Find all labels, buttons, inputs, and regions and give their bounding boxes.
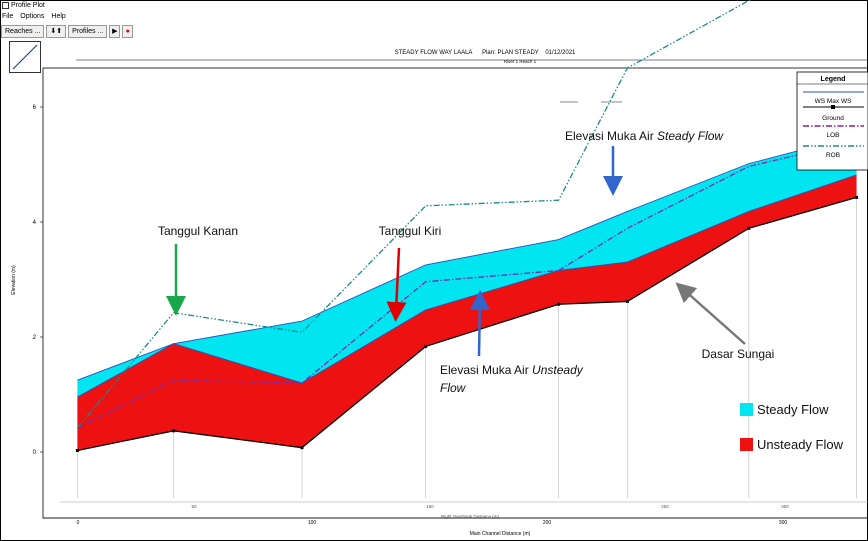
- tanggul-kanan-label: Tanggul Kanan: [158, 224, 238, 238]
- steady-ws-line: [77, 135, 857, 381]
- ground-point: [75, 449, 79, 452]
- ground-point: [557, 302, 561, 306]
- reach-label: River 1 Reach 1: [504, 59, 537, 64]
- app-icon: [2, 1, 9, 9]
- ground-point: [747, 226, 751, 230]
- window-titlebar: Profile Plot: [2, 1, 45, 11]
- unsteady-key-label: Unsteady Flow: [757, 437, 844, 452]
- unsteady-ws-label-text: Elevasi Muka Air: [440, 363, 532, 377]
- y-tick-label: 6: [33, 105, 37, 111]
- unsteady-ws-arrow: [469, 290, 490, 357]
- x-tick-label: 100: [308, 520, 317, 526]
- menu-file[interactable]: File: [2, 13, 14, 20]
- ground-point: [424, 344, 428, 348]
- y-tick-label: 2: [33, 335, 37, 341]
- overbank-axis: 50 150 250 300: [60, 501, 868, 509]
- menu-bar: File Options Help: [2, 11, 73, 22]
- legend-title: Legend: [821, 76, 846, 83]
- ground-point: [855, 195, 859, 199]
- unsteady-flow-area: [77, 174, 857, 451]
- unsteady-ws-label-emph: Unsteady: [532, 363, 584, 377]
- steady-key-label: Steady Flow: [757, 402, 829, 417]
- profiles-button[interactable]: Profiles ...: [68, 24, 108, 38]
- x-axis: 0 100 200 300: [43, 517, 868, 526]
- up-down-button[interactable]: ⬇⬆: [46, 24, 67, 38]
- ground-point: [172, 429, 176, 433]
- tanggul-kiri-arrow: [386, 247, 407, 322]
- lob-line: [77, 140, 857, 429]
- legend-entry-ground: Ground: [822, 115, 844, 122]
- sub-axis-label: Right Overbank Distance (m): [441, 514, 500, 519]
- legend-entry-lob: LOB: [826, 132, 839, 139]
- toolbar: Reaches ... ⬇⬆ Profiles ... ▶ ●: [0, 24, 134, 38]
- steady-ws-label-text: Elevasi Muka Air: [565, 129, 657, 143]
- top-tick-label: 50: [191, 504, 197, 509]
- dasar-sungai-arrow: [675, 282, 746, 345]
- play-button[interactable]: ▶: [109, 24, 121, 38]
- x-tick-label: 0: [77, 520, 80, 526]
- steady-ws-label: Elevasi Muka Air Steady Flow: [565, 129, 724, 143]
- reach-thumbnail[interactable]: [9, 41, 41, 73]
- top-tick-label: 250: [661, 504, 669, 509]
- ground-point: [625, 299, 629, 303]
- window-title: Profile Plot: [11, 2, 45, 9]
- legend-entry-rob: ROB: [826, 152, 840, 159]
- unsteady-key-swatch: [740, 438, 753, 451]
- legend: Legend WS Max WS Ground LOB ROB: [796, 71, 868, 171]
- legend-entry-ws: WS Max WS: [815, 98, 852, 105]
- record-button[interactable]: ●: [122, 24, 134, 38]
- y-axis-label: Elevation (m): [11, 265, 17, 295]
- chart-marks: [75, 0, 859, 498]
- steady-ws-label-emph: Steady Flow: [657, 129, 724, 143]
- annotations: Tanggul Kanan Tanggul Kiri Elevasi Muka …: [158, 129, 844, 452]
- y-axis: 0 2 4 6: [33, 105, 43, 456]
- reaches-button[interactable]: Reaches ...: [1, 24, 45, 38]
- steady-key-swatch: [740, 403, 753, 416]
- tanggul-kiri-label: Tanggul Kiri: [379, 224, 442, 238]
- top-tick-label: 300: [781, 504, 789, 509]
- y-tick-label: 4: [33, 220, 37, 226]
- y-tick-label: 0: [33, 450, 37, 456]
- steady-flow-area: [77, 135, 857, 398]
- ground-point: [300, 446, 304, 450]
- x-tick-label: 200: [543, 520, 552, 526]
- menu-options[interactable]: Options: [20, 13, 45, 20]
- plot-title: STEADY FLOW WAY LAALA Plan: PLAN STEADY …: [395, 50, 576, 56]
- unsteady-ws-line: [77, 174, 857, 398]
- unsteady-ws-label-line2: Flow: [440, 381, 467, 395]
- top-tick-label: 150: [426, 504, 434, 509]
- unsteady-ws-label: Elevasi Muka Air Unsteady: [440, 363, 584, 377]
- x-axis-label: Main Channel Distance (m): [470, 531, 531, 537]
- x-tick-label: 300: [779, 520, 788, 526]
- menu-help[interactable]: Help: [51, 13, 66, 20]
- thumbnail-line-icon: [12, 44, 38, 70]
- dasar-sungai-label: Dasar Sungai: [702, 347, 775, 361]
- ground-line: [77, 196, 857, 452]
